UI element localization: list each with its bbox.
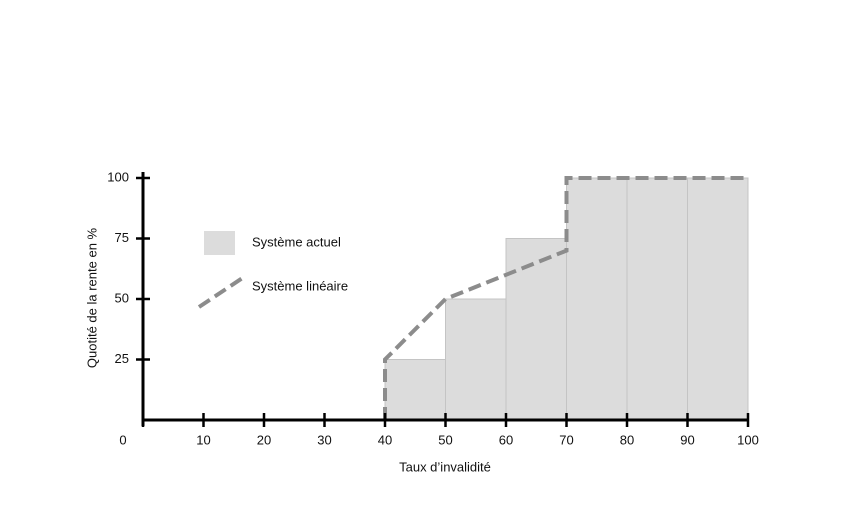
bar	[505, 238, 567, 421]
y-axis-label: Quotité de la rente en %	[84, 227, 99, 368]
y-tick-label: 25	[115, 351, 129, 366]
legend-swatch	[204, 231, 235, 255]
y-tick-label: 50	[115, 290, 129, 305]
bar	[384, 359, 446, 421]
bar	[626, 177, 688, 421]
bar	[566, 177, 628, 421]
line	[383, 176, 748, 420]
x-tick-label: 70	[559, 432, 573, 447]
x-tick-label: 40	[378, 432, 392, 447]
x-tick-label: 50	[438, 432, 452, 447]
legend-swatch	[197, 275, 246, 309]
x-axis-label: Taux d’invalidité	[399, 459, 491, 474]
y-tick-label: 75	[115, 230, 129, 245]
x-tick-label: 0	[119, 432, 126, 447]
x-tick-label: 100	[737, 432, 759, 447]
x-tick-label: 80	[620, 432, 634, 447]
x-tick-label: 30	[317, 432, 331, 447]
y-tick-label: 100	[107, 169, 129, 184]
bar	[687, 177, 749, 421]
x-tick-label: 20	[257, 432, 271, 447]
x-tick-label: 60	[499, 432, 513, 447]
legend-label: Système linéaire	[252, 278, 348, 293]
x-tick-label: 90	[680, 432, 694, 447]
legend-label: Système actuel	[252, 234, 341, 249]
x-tick-label: 10	[196, 432, 210, 447]
bar	[445, 298, 507, 421]
